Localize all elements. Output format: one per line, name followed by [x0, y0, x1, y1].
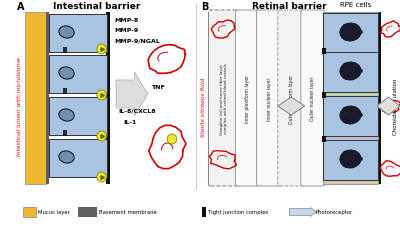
- FancyBboxPatch shape: [278, 11, 305, 186]
- Ellipse shape: [340, 24, 361, 42]
- Ellipse shape: [343, 151, 348, 155]
- FancyBboxPatch shape: [49, 139, 107, 177]
- Text: Photoreceptor: Photoreceptor: [315, 210, 352, 215]
- Bar: [323, 142, 378, 156]
- Text: MMP-8: MMP-8: [114, 18, 138, 23]
- Circle shape: [97, 131, 106, 141]
- Text: Outer plexiform layer: Outer plexiform layer: [289, 74, 294, 123]
- FancyBboxPatch shape: [301, 11, 325, 186]
- Ellipse shape: [340, 63, 361, 81]
- Text: Inner nuclear layer: Inner nuclear layer: [267, 77, 272, 120]
- Bar: [323, 13, 378, 27]
- Text: Retinal barrier: Retinal barrier: [252, 2, 327, 11]
- Ellipse shape: [59, 109, 74, 121]
- FancyBboxPatch shape: [49, 97, 107, 135]
- Text: Inner plexiform layer: Inner plexiform layer: [246, 75, 250, 122]
- Bar: [323, 127, 378, 141]
- FancyBboxPatch shape: [236, 11, 260, 186]
- Ellipse shape: [358, 114, 362, 118]
- Text: Intestinal lumen with microbiome: Intestinal lumen with microbiome: [17, 57, 22, 156]
- Bar: [323, 70, 378, 84]
- Ellipse shape: [340, 106, 361, 124]
- FancyBboxPatch shape: [322, 13, 378, 53]
- Circle shape: [167, 134, 177, 144]
- Text: B: B: [201, 2, 208, 12]
- Ellipse shape: [358, 157, 362, 161]
- Text: Mucus layer: Mucus layer: [38, 210, 70, 215]
- Ellipse shape: [343, 107, 348, 111]
- Bar: [323, 156, 378, 170]
- Bar: [323, 13, 378, 184]
- Polygon shape: [278, 98, 305, 116]
- Text: IL-8/CXCL8: IL-8/CXCL8: [118, 108, 156, 113]
- Ellipse shape: [358, 70, 362, 74]
- FancyBboxPatch shape: [322, 140, 378, 180]
- Ellipse shape: [343, 120, 348, 123]
- Bar: [25, 13, 46, 184]
- Bar: [323, 27, 378, 42]
- Bar: [323, 85, 378, 99]
- Text: Sterile vitreous fluid: Sterile vitreous fluid: [201, 77, 206, 136]
- Ellipse shape: [343, 76, 348, 80]
- FancyBboxPatch shape: [257, 11, 282, 186]
- Ellipse shape: [343, 64, 348, 68]
- Bar: [46, 13, 49, 184]
- Text: MMP-9: MMP-9: [114, 28, 138, 33]
- Polygon shape: [116, 73, 148, 116]
- Ellipse shape: [59, 151, 74, 163]
- Text: MMP-9/NGAL: MMP-9/NGAL: [114, 38, 160, 43]
- Ellipse shape: [59, 27, 74, 39]
- Text: Intestinal barrier: Intestinal barrier: [53, 2, 140, 11]
- FancyBboxPatch shape: [49, 55, 107, 93]
- Bar: [78, 207, 97, 217]
- Ellipse shape: [340, 150, 361, 168]
- FancyArrow shape: [289, 207, 316, 217]
- Bar: [106, 13, 110, 184]
- Bar: [378, 13, 381, 184]
- Bar: [208, 13, 210, 184]
- Bar: [323, 170, 378, 184]
- Bar: [323, 42, 378, 56]
- Text: Tight junction complex: Tight junction complex: [208, 210, 268, 215]
- Ellipse shape: [358, 31, 362, 35]
- FancyBboxPatch shape: [322, 96, 378, 136]
- Polygon shape: [377, 98, 400, 116]
- FancyBboxPatch shape: [322, 52, 378, 92]
- Text: Outer nuclear layer: Outer nuclear layer: [310, 76, 316, 121]
- Ellipse shape: [343, 37, 348, 41]
- Text: Basement membrane: Basement membrane: [99, 210, 156, 215]
- Circle shape: [97, 45, 106, 55]
- Bar: [323, 113, 378, 127]
- Bar: [323, 56, 378, 70]
- Circle shape: [97, 91, 106, 101]
- FancyBboxPatch shape: [49, 15, 107, 52]
- Text: IL-1: IL-1: [124, 119, 137, 124]
- Text: Ganglion cell and nerve fiber layer
complex with retinal blood vessels: Ganglion cell and nerve fiber layer comp…: [220, 63, 228, 134]
- Ellipse shape: [343, 25, 348, 29]
- Text: Choroidal circulation: Choroidal circulation: [393, 78, 398, 135]
- Text: TNF: TNF: [151, 85, 164, 90]
- Circle shape: [97, 172, 106, 182]
- Ellipse shape: [59, 68, 74, 80]
- Bar: [23, 207, 36, 217]
- Text: RPE cells: RPE cells: [340, 2, 371, 8]
- Bar: [323, 99, 378, 113]
- FancyBboxPatch shape: [208, 11, 239, 186]
- Ellipse shape: [343, 163, 348, 167]
- Text: A: A: [17, 2, 24, 12]
